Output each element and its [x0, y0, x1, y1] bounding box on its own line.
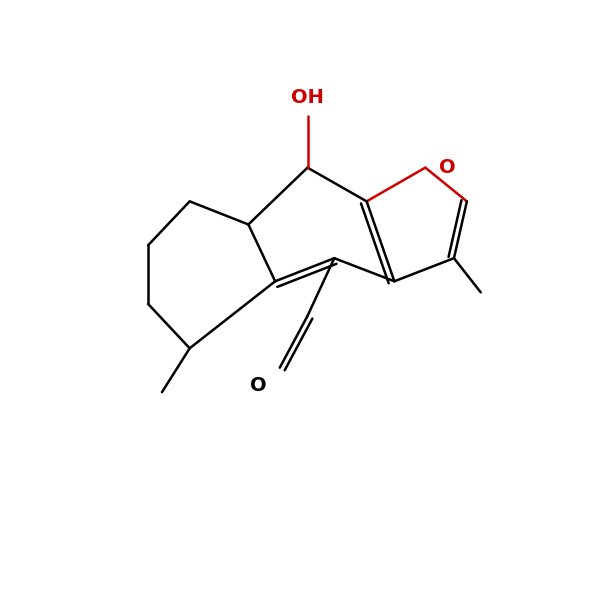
Text: O: O: [250, 376, 267, 395]
Text: OH: OH: [291, 88, 324, 107]
Text: O: O: [439, 158, 456, 177]
